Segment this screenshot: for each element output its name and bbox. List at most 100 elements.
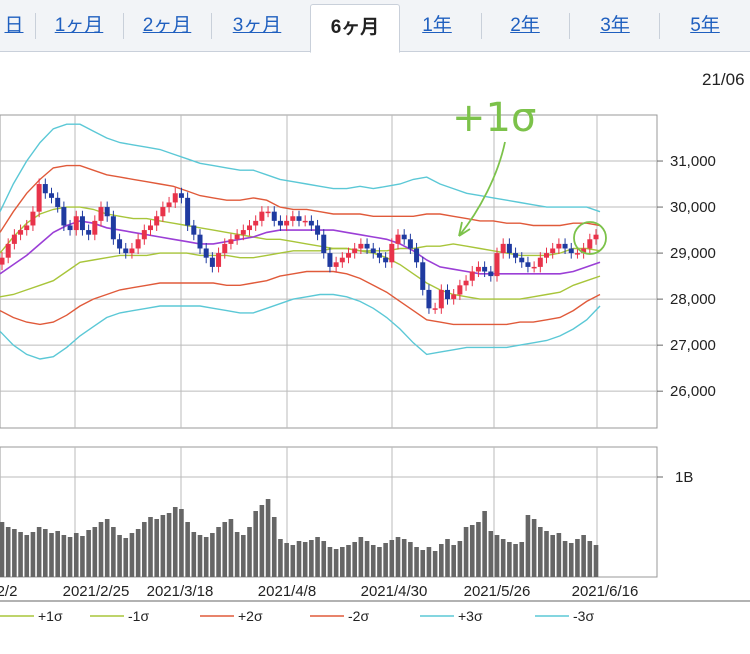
candle-body [482, 266, 488, 272]
volume-bar [581, 535, 586, 577]
candle-body [432, 308, 438, 310]
volume-bar [296, 541, 302, 577]
candle-body [185, 197, 191, 226]
candle-body [333, 262, 339, 267]
candle-body [506, 243, 512, 254]
candle-body [178, 193, 184, 198]
volume-bar [142, 522, 147, 577]
candle-body [321, 234, 327, 254]
volume-bar [352, 542, 357, 577]
candle-body [49, 193, 54, 198]
candle-body [148, 225, 153, 231]
x-tick-label: 2021/4/30 [361, 583, 428, 600]
candle-body [407, 239, 413, 249]
candle-body [519, 257, 525, 263]
tab-4[interactable]: 6ヶ月 [310, 4, 400, 53]
candle-body [352, 248, 358, 254]
volume-bar [80, 536, 85, 577]
tab-3[interactable]: 3ヶ月 [232, 15, 282, 36]
volume-bar [92, 527, 98, 577]
volume-bar [253, 511, 258, 577]
y-tick-label: 26,000 [670, 383, 716, 400]
candle-body [222, 243, 228, 254]
volume-bar [494, 535, 500, 577]
volume-bar [556, 533, 562, 577]
tab-0[interactable]: 日 [4, 15, 24, 36]
volume-bar [290, 545, 296, 577]
period-tab-bar: 日 1ヶ月 2ヶ月 3ヶ月 6ヶ月 1年 2年 3年 5年 [0, 0, 750, 53]
volume-bar [383, 543, 388, 577]
volume-bar [315, 537, 320, 577]
tab-6[interactable]: 2年 [510, 15, 540, 36]
candle-body [537, 257, 543, 267]
volume-bar [482, 511, 487, 577]
volume-bar [222, 522, 228, 577]
candle-body [302, 220, 308, 223]
tab-7[interactable]: 3年 [600, 15, 630, 36]
candle-body [383, 257, 389, 263]
volume-bar [104, 519, 110, 577]
volume-bar [73, 533, 79, 577]
tab-5[interactable]: 1年 [422, 15, 452, 36]
candle-body [265, 211, 271, 214]
volume-bar [61, 535, 67, 577]
tab-2[interactable]: 2ヶ月 [142, 15, 192, 36]
y-tick-label: 29,000 [670, 245, 716, 262]
volume-bar [593, 545, 599, 577]
volume-bar [457, 541, 463, 577]
volume-bar [210, 533, 215, 577]
volume-bar [123, 538, 129, 577]
volume-bar [377, 547, 382, 577]
candle-body [141, 230, 147, 240]
volume-bar [358, 537, 364, 577]
candle-body [513, 253, 519, 258]
candle-body [550, 248, 556, 254]
band-line [0, 293, 601, 360]
candle-body [414, 248, 420, 263]
band-line [0, 247, 601, 300]
volume-bar [197, 535, 203, 577]
volume-bar [0, 522, 5, 577]
x-tick-label: 2021/4/8 [258, 583, 316, 600]
candle-body [166, 202, 172, 208]
volume-bar [302, 542, 308, 577]
volume-bar [327, 547, 333, 577]
volume-bar [67, 537, 73, 577]
volume-bar [544, 531, 549, 577]
candle-body [42, 184, 48, 194]
candle-body [11, 234, 17, 244]
candle-body [154, 216, 160, 226]
candle-body [463, 280, 469, 286]
candle-body [296, 216, 302, 221]
legend-label: -1σ [128, 608, 149, 624]
volume-bar [278, 539, 283, 577]
candle-body [86, 230, 92, 235]
candle-body [160, 207, 166, 217]
candle-body [587, 239, 593, 249]
volume-bar [568, 543, 574, 577]
annotation-arrow [458, 141, 506, 237]
volume-bar [562, 541, 568, 577]
volume-bar [259, 505, 265, 577]
volume-bar [117, 535, 122, 577]
y-tick-label: 30,000 [670, 199, 716, 216]
candle-body [73, 216, 79, 231]
volume-bar [30, 532, 36, 577]
x-tick-label: 2/2 [0, 583, 17, 600]
candle-body [544, 253, 549, 258]
volume-bar [98, 522, 104, 577]
candle-body [55, 197, 61, 208]
tab-1[interactable]: 1ヶ月 [54, 15, 104, 36]
volume-bar [228, 519, 234, 577]
candle-body [79, 216, 85, 231]
tab-8[interactable]: 5年 [690, 15, 720, 36]
candle-body [370, 248, 376, 254]
candle-body [18, 230, 24, 235]
volume-bar [179, 509, 184, 577]
candle-body [315, 225, 321, 235]
x-tick-label: 2021/6/16 [572, 583, 639, 600]
volume-bar [321, 541, 327, 577]
volume-bar [333, 549, 339, 577]
volume-bar [148, 517, 153, 577]
tab-separator [659, 13, 660, 39]
